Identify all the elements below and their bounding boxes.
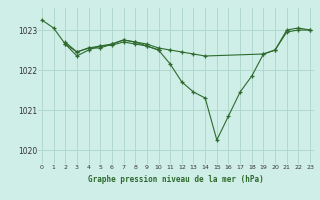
X-axis label: Graphe pression niveau de la mer (hPa): Graphe pression niveau de la mer (hPa) [88, 175, 264, 184]
